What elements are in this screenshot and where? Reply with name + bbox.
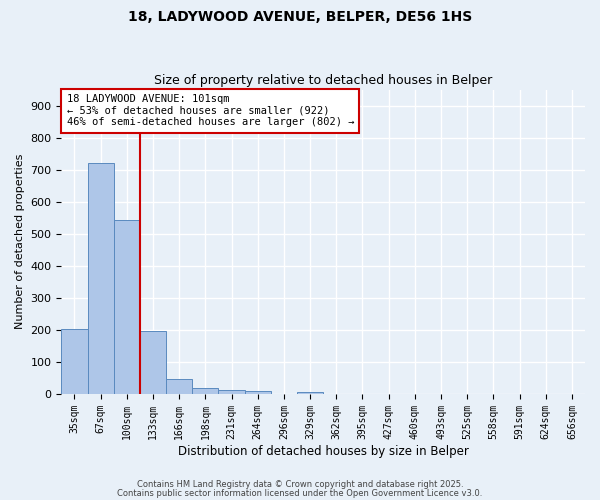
Title: Size of property relative to detached houses in Belper: Size of property relative to detached ho… xyxy=(154,74,493,87)
Text: Contains HM Land Registry data © Crown copyright and database right 2025.: Contains HM Land Registry data © Crown c… xyxy=(137,480,463,489)
Bar xyxy=(140,331,166,394)
Text: 18 LADYWOOD AVENUE: 101sqm
← 53% of detached houses are smaller (922)
46% of sem: 18 LADYWOOD AVENUE: 101sqm ← 53% of deta… xyxy=(67,94,354,128)
Y-axis label: Number of detached properties: Number of detached properties xyxy=(15,154,25,330)
Text: 18, LADYWOOD AVENUE, BELPER, DE56 1HS: 18, LADYWOOD AVENUE, BELPER, DE56 1HS xyxy=(128,10,472,24)
Bar xyxy=(61,329,88,394)
Bar xyxy=(297,392,323,394)
Bar xyxy=(166,379,193,394)
Text: Contains public sector information licensed under the Open Government Licence v3: Contains public sector information licen… xyxy=(118,488,482,498)
X-axis label: Distribution of detached houses by size in Belper: Distribution of detached houses by size … xyxy=(178,444,469,458)
Bar xyxy=(88,162,114,394)
Bar xyxy=(218,390,245,394)
Bar xyxy=(114,220,140,394)
Bar xyxy=(245,392,271,394)
Bar xyxy=(193,388,218,394)
